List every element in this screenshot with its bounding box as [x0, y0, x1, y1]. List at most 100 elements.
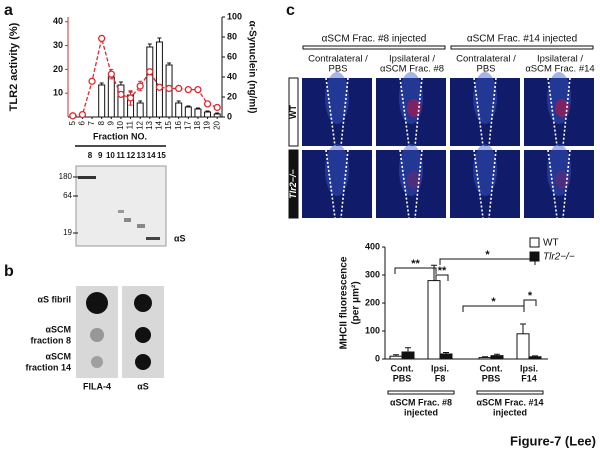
mhc-signal [555, 99, 569, 117]
x-tick-label: PBS [482, 373, 501, 383]
injection-track [547, 149, 571, 219]
x-tick-label: 6 [78, 120, 87, 125]
x-tick-label: 18 [193, 120, 202, 129]
micrograph [302, 150, 372, 218]
x-tick-label: 7 [87, 120, 96, 125]
column-title: Ipsilateral / [537, 54, 583, 65]
bar [213, 113, 221, 118]
micrograph [376, 150, 446, 218]
bar [175, 102, 183, 118]
dot-blot [76, 286, 164, 378]
column-label: FILA-4 [83, 381, 111, 391]
x-tick-label: 5 [68, 120, 77, 125]
group-title: αSCM Frac. #8 injected [322, 34, 427, 45]
error-bar [138, 100, 143, 103]
bar [490, 355, 504, 360]
point [184, 85, 192, 94]
significance-label: * [528, 290, 533, 302]
column-title: PBS [476, 64, 495, 75]
column-label: αS [137, 381, 149, 391]
point [203, 100, 212, 108]
x-tick-label: 8 [97, 120, 106, 125]
bar [478, 357, 492, 360]
y2-tick-label: 0 [227, 111, 232, 121]
significance-label: * [491, 296, 496, 308]
x-tick-label: F14 [521, 373, 537, 383]
bar [107, 76, 115, 118]
x-tick-label: 16 [174, 120, 183, 129]
x-tick-label: 11 [126, 120, 135, 129]
lane-label: 15 [157, 151, 166, 160]
significance-bracket [439, 258, 536, 265]
micrograph [450, 150, 520, 218]
y2-tick-label: 80 [227, 31, 237, 41]
point [194, 85, 202, 94]
lane-label: 10 [106, 151, 115, 160]
group-rule [387, 390, 455, 395]
x-tick-label: 9 [106, 120, 115, 125]
injection-track [325, 149, 349, 219]
point [175, 84, 183, 93]
error-bar [176, 100, 181, 103]
x-tick-label: 14 [155, 120, 164, 129]
point [146, 68, 154, 76]
marker-label: 64 [63, 191, 72, 200]
x-tick-label: PBS [393, 373, 412, 383]
lane-label: 13 [137, 151, 146, 160]
error-bar [494, 353, 500, 356]
x-tick-label: 17 [183, 120, 192, 129]
panel-label: b [4, 263, 14, 280]
point [155, 83, 164, 91]
error-bar [520, 323, 526, 334]
significance-label: ** [411, 258, 420, 270]
bar [136, 102, 144, 118]
error-bar [482, 356, 488, 358]
point [117, 90, 125, 99]
error-bar [147, 43, 152, 47]
error-bar [215, 112, 220, 114]
y-axis-unit: (per μm²) [351, 281, 362, 324]
y-tick-label: 200 [365, 297, 380, 307]
lane-label: 14 [147, 151, 156, 160]
group-label: injected [493, 407, 527, 417]
column-title: αSCM Frac. #8 [380, 64, 444, 75]
bar [155, 41, 163, 118]
group-rule [302, 45, 446, 50]
micrograph [450, 78, 520, 146]
marker-label: 180 [59, 172, 73, 181]
marker-label: 19 [63, 228, 72, 237]
panel-label: c [286, 2, 295, 19]
y-tick-label: 300 [365, 269, 380, 279]
x-tick-label: 20 [212, 120, 221, 129]
row-label: αSCM [45, 351, 71, 361]
mhc-signal [407, 99, 421, 117]
bar [439, 353, 453, 360]
injection-track [399, 149, 423, 219]
bar [146, 46, 154, 118]
significance-bracket [462, 305, 525, 312]
y-tick-label: 20 [53, 64, 63, 74]
y2-tick-label: 40 [227, 71, 237, 81]
y2-tick-label: 100 [227, 11, 242, 21]
fraction-label: Fraction NO. [93, 131, 147, 141]
error-bar [405, 347, 411, 352]
x-tick-label: 10 [116, 120, 125, 129]
x-tick-label: Cont. [480, 363, 503, 373]
column-title: PBS [328, 64, 347, 75]
point [136, 82, 144, 90]
bar [427, 280, 441, 360]
legend-label: Tlr2−/− [543, 252, 575, 263]
point [165, 84, 173, 93]
point [69, 112, 77, 120]
significance-label: ** [438, 265, 447, 277]
band-label: αS [174, 233, 186, 243]
bar [204, 111, 212, 118]
significance-bracket [394, 267, 437, 274]
y-axis-label: MHCII fluorescence [339, 256, 350, 349]
panel-label: a [4, 2, 13, 19]
error-bar [99, 82, 104, 85]
row-label: fraction 8 [30, 335, 71, 345]
error-bar [118, 81, 123, 85]
significance-label: * [485, 249, 490, 261]
